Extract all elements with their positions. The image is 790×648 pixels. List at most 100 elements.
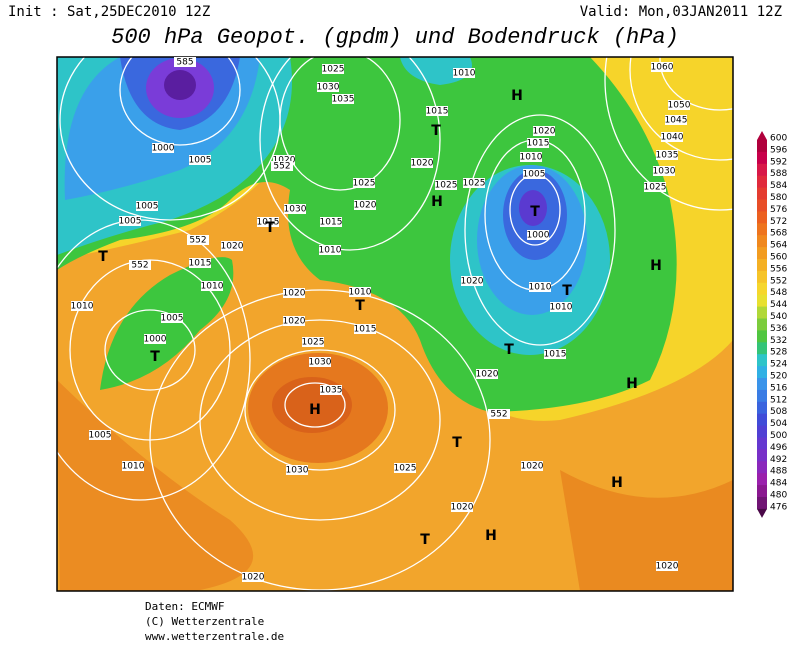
isobar-label: 1020 <box>354 201 377 211</box>
isobar-label: 1030 <box>286 466 309 476</box>
label-bg <box>221 241 243 251</box>
isobar-label: 1030 <box>309 358 332 368</box>
isobar-label: 1010 <box>550 303 573 313</box>
isobar-label: 1010 <box>319 246 342 256</box>
isobar-label: 1010 <box>529 283 552 293</box>
isobar-label: 1015 <box>189 259 212 269</box>
label-bg <box>161 313 183 323</box>
colorbar-label: 484 <box>770 479 787 489</box>
colorbar-swatch <box>757 473 767 486</box>
isobar-label: 1035 <box>320 386 343 396</box>
colorbar-swatch <box>757 318 767 331</box>
colorbar-swatch <box>757 497 767 510</box>
map-labels: 585 1000 1005 1005 1005 T 552 552 1015 1010 1020 10… <box>71 57 691 583</box>
label-bg <box>319 245 341 255</box>
colorbar-label: 524 <box>770 360 787 370</box>
colorbar-swatch <box>757 461 767 474</box>
label-bg <box>309 357 331 367</box>
colorbar-label: 500 <box>770 431 787 441</box>
label-bg <box>435 180 457 190</box>
isobar-label: 552 <box>490 410 507 420</box>
colorbar-swatch <box>757 294 767 308</box>
label-bg <box>453 68 475 78</box>
isobar-label: 1020 <box>451 503 474 513</box>
colorbar-swatch <box>757 259 767 272</box>
field-green <box>100 257 234 390</box>
pressure-center-label: T <box>355 298 365 314</box>
colorbar-swatch <box>757 485 767 498</box>
label-bg <box>411 158 433 168</box>
colorbar-label: 492 <box>770 455 787 465</box>
colorbar-swatch <box>757 306 767 319</box>
isobar-label: 1010 <box>520 153 543 163</box>
isobar-label: 1005 <box>136 202 159 212</box>
colorbar-label: 600 <box>770 134 787 144</box>
colorbar-label: 556 <box>770 264 787 274</box>
colorbar-label: 540 <box>770 312 787 322</box>
isobar-label: 1010 <box>71 302 94 312</box>
colorbar-swatch <box>757 342 767 355</box>
field-purple <box>519 190 547 226</box>
colorbar-swatch <box>757 366 767 379</box>
isobar-label: 1005 <box>119 217 142 227</box>
init-time: Init : Sat,25DEC2010 12Z <box>8 4 210 20</box>
pressure-center-label: H <box>309 402 321 418</box>
isobar-label: 1020 <box>521 462 544 472</box>
label-bg <box>656 150 678 160</box>
label-bg <box>302 337 324 347</box>
isobar-label: 1025 <box>353 179 376 189</box>
pressure-center-label: T <box>265 220 275 236</box>
isobar-label: 552 <box>189 236 206 246</box>
label-bg <box>189 258 211 268</box>
isobar-label: 552 <box>273 162 290 172</box>
pressure-center-label: T <box>562 283 572 299</box>
isobar-label: 1035 <box>656 151 679 161</box>
isobar-label: 1010 <box>453 69 476 79</box>
label-bg <box>523 169 545 179</box>
label-bg <box>71 301 93 311</box>
label-bg <box>426 106 448 116</box>
colorbar-label: 528 <box>770 348 787 358</box>
label-bg <box>283 288 305 298</box>
colorbar-swatch <box>757 401 767 415</box>
colorbar-swatch <box>757 389 767 403</box>
footer-line: (C) Wetterzentrale <box>145 615 264 628</box>
pressure-center-label: H <box>650 258 662 274</box>
pressure-center-label: H <box>485 528 497 544</box>
label-bg <box>187 235 209 245</box>
colorbar-label: 480 <box>770 491 787 501</box>
label-bg <box>451 502 473 512</box>
colorbar-label: 584 <box>770 181 787 191</box>
isobar-label: 1020 <box>476 370 499 380</box>
isobar-label: 1060 <box>651 63 674 73</box>
colorbar-label: 532 <box>770 336 787 346</box>
isobar-label: 1020 <box>273 156 296 166</box>
colorbar-label: 568 <box>770 229 787 239</box>
label-bg <box>354 324 376 334</box>
label-bg <box>661 132 683 142</box>
footer-line: Daten: ECMWF <box>145 600 224 613</box>
isobar-label: 1025 <box>322 65 345 75</box>
colorbar-label: 592 <box>770 157 787 167</box>
pressure-center-label: T <box>420 532 430 548</box>
label-bg <box>332 94 354 104</box>
isobar-label: 1025 <box>644 183 667 193</box>
label-bg <box>354 200 376 210</box>
label-bg <box>283 316 305 326</box>
label-bg <box>257 217 279 227</box>
isobar-label: 1020 <box>242 573 265 583</box>
isobar-label: 1050 <box>668 101 691 111</box>
label-bg <box>463 178 485 188</box>
isobar-label: 1015 <box>527 139 550 149</box>
isobar-label: 1020 <box>221 242 244 252</box>
isobar-label: 1020 <box>283 317 306 327</box>
colorbar-swatch <box>757 270 767 284</box>
label-bg <box>174 57 196 67</box>
field-orange-dark <box>560 470 733 591</box>
colorbar-label: 588 <box>770 169 787 179</box>
label-bg <box>461 276 483 286</box>
colorbar-swatch <box>757 223 767 236</box>
label-bg <box>317 82 339 92</box>
isobar-label: 552 <box>131 261 148 271</box>
